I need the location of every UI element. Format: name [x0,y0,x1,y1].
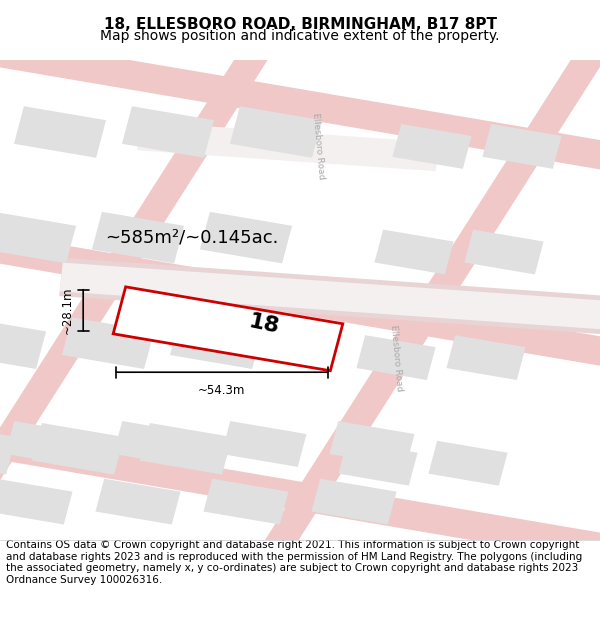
Polygon shape [0,0,535,625]
Polygon shape [170,318,262,369]
Polygon shape [122,106,214,158]
Polygon shape [482,124,562,169]
Polygon shape [0,212,76,263]
Polygon shape [428,441,508,486]
Polygon shape [356,335,436,380]
Polygon shape [113,421,199,467]
Polygon shape [137,122,439,171]
Polygon shape [203,479,289,524]
Polygon shape [338,441,418,486]
Polygon shape [12,0,600,625]
Polygon shape [464,229,544,274]
Polygon shape [200,212,292,263]
Polygon shape [0,0,600,78]
Polygon shape [329,421,415,467]
Text: Ellesboro Road: Ellesboro Road [311,112,325,180]
Polygon shape [0,522,600,625]
Polygon shape [95,479,181,524]
Text: Map shows position and indicative extent of the property.: Map shows position and indicative extent… [100,29,500,43]
Polygon shape [392,124,472,169]
Polygon shape [547,0,600,625]
Polygon shape [0,0,600,266]
Polygon shape [0,334,600,625]
Polygon shape [62,318,154,369]
Text: Ellesboro Road: Ellesboro Road [389,324,403,391]
Text: 18, ELLESBORO ROAD, BIRMINGHAM, B17 8PT: 18, ELLESBORO ROAD, BIRMINGHAM, B17 8PT [104,17,497,32]
Polygon shape [0,146,600,454]
Polygon shape [221,421,307,467]
Polygon shape [14,106,106,158]
Polygon shape [311,479,397,524]
Polygon shape [32,423,124,474]
Text: 18: 18 [247,311,281,337]
Polygon shape [0,0,267,625]
Polygon shape [280,0,600,625]
Polygon shape [59,258,600,342]
Polygon shape [446,335,526,380]
Polygon shape [59,262,600,338]
Polygon shape [113,287,343,371]
Text: ~585m²/~0.145ac.: ~585m²/~0.145ac. [106,229,278,247]
Text: Contains OS data © Crown copyright and database right 2021. This information is : Contains OS data © Crown copyright and d… [6,540,582,585]
Polygon shape [0,479,73,524]
Polygon shape [92,212,184,263]
Polygon shape [230,106,322,158]
Polygon shape [374,229,454,274]
Polygon shape [0,318,46,369]
Text: ~28.1m: ~28.1m [61,287,74,334]
Polygon shape [140,423,232,474]
Polygon shape [5,421,91,467]
Polygon shape [0,423,16,474]
Text: ~54.3m: ~54.3m [198,384,245,398]
